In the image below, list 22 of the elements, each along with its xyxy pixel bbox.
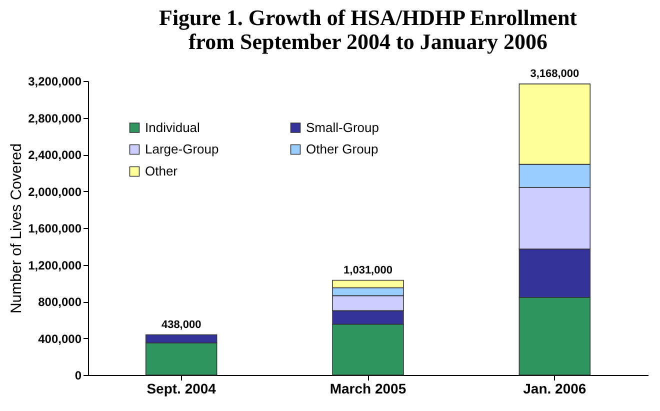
- legend-label: Small-Group: [306, 120, 379, 135]
- y-tick-label: 2,400,000: [28, 148, 82, 162]
- legend-label: Individual: [145, 120, 200, 135]
- y-axis-title: Number of Lives Covered: [8, 143, 26, 314]
- y-tick-label: 0: [74, 368, 82, 382]
- y-tick-label: 2,800,000: [28, 111, 82, 126]
- x-tick-label: Sept. 2004: [146, 380, 216, 396]
- total-label: 3,168,000: [530, 68, 580, 80]
- total-label: 438,000: [161, 318, 202, 331]
- legend-label: Large-Group: [145, 142, 219, 156]
- y-tick-label: 3,200,000: [28, 74, 82, 88]
- y-tick-label: 1,200,000: [28, 258, 82, 272]
- total-label: 1,031,000: [344, 264, 392, 276]
- legend-label: Other: [145, 164, 178, 178]
- y-tick-label: 1,600,000: [28, 222, 82, 236]
- x-tick-label: March 2005: [330, 380, 406, 396]
- legend-label: Other Group: [306, 142, 378, 156]
- y-tick-label: 800,000: [38, 295, 82, 309]
- y-tick-label: 400,000: [38, 332, 82, 346]
- chart-title: Figure 1. Growth of HSA/HDHP Enrollment from September 2004 to January 2006: [158, 4, 578, 54]
- x-tick-label: Jan. 2006: [523, 380, 586, 396]
- y-tick-label: 2,000,000: [28, 184, 82, 199]
